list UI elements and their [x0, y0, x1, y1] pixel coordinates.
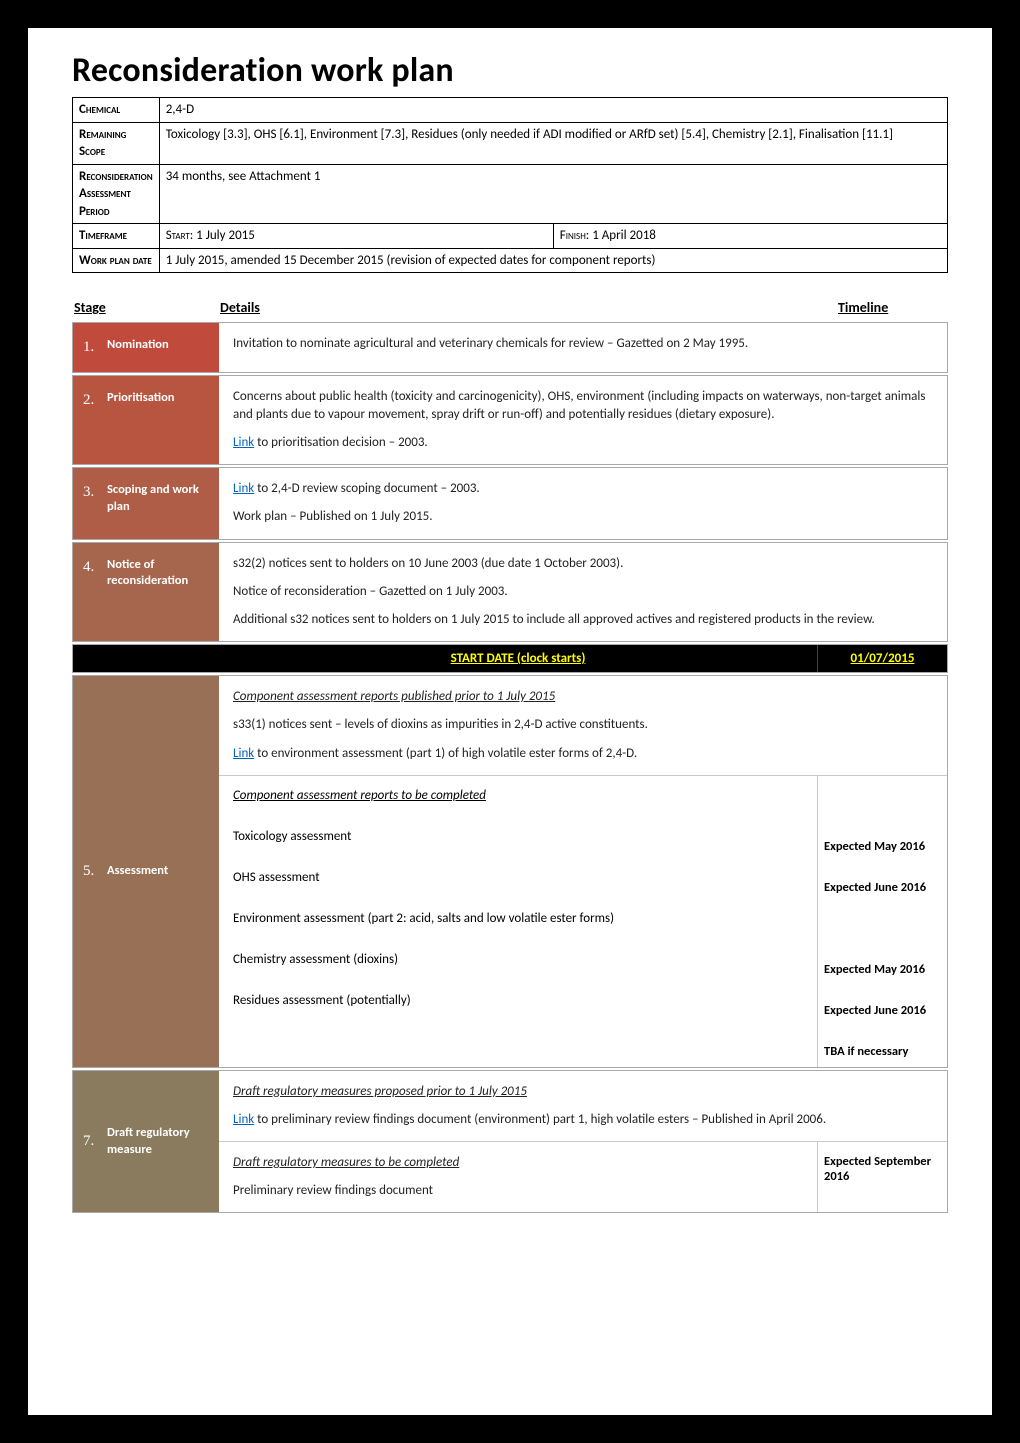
- col-details: Details: [220, 299, 838, 316]
- label-chemical: Chemical: [73, 98, 160, 123]
- stage-label-5: 5. Assessment: [73, 676, 219, 1067]
- stage-label-1: 1. Nomination: [73, 323, 219, 371]
- prelim-findings-link[interactable]: Link: [233, 1112, 254, 1127]
- stage1-details: Invitation to nominate agricultural and …: [219, 323, 947, 365]
- stage7-timeline: Expected September 2016: [817, 1142, 947, 1212]
- label-timeframe: Timeframe: [73, 224, 160, 249]
- columns-header: Stage Details Timeline: [72, 299, 948, 316]
- stage-row-1: 1. Nomination Invitation to nominate agr…: [72, 322, 948, 372]
- assess-item: Residues assessment (potentially): [219, 985, 817, 1026]
- page-frame: Reconsideration work plan Chemical 2,4-D…: [0, 0, 1020, 1443]
- assess-timeline: [817, 903, 947, 944]
- assess-item: [219, 1026, 817, 1067]
- value-start: Start: 1 July 2015: [159, 224, 553, 249]
- stage3-details: Link to 2,4-D review scoping document – …: [219, 468, 947, 538]
- value-finish: Finish: 1 April 2018: [553, 224, 947, 249]
- stage7-todo: Draft regulatory measures to be complete…: [219, 1142, 817, 1212]
- stage5-prior: Component assessment reports published p…: [219, 676, 947, 775]
- stage-label-2: 2. Prioritisation: [73, 376, 219, 465]
- stage4-details: s32(2) notices sent to holders on 10 Jun…: [219, 543, 947, 642]
- value-chemical: 2,4-D: [159, 98, 947, 123]
- value-period: 34 months, see Attachment 1: [159, 164, 947, 224]
- stage-row-2: 2. Prioritisation Concerns about public …: [72, 375, 948, 466]
- page-title: Reconsideration work plan: [72, 50, 948, 91]
- value-scope: Toxicology [3.3], OHS [6.1], Environment…: [159, 122, 947, 164]
- stage-row-3: 3. Scoping and work plan Link to 2,4-D r…: [72, 467, 948, 539]
- assess-item: Toxicology assessment: [219, 821, 817, 862]
- value-plan-date: 1 July 2015, amended 15 December 2015 (r…: [159, 248, 947, 273]
- start-date-value: 01/07/2015: [817, 645, 947, 672]
- prioritisation-link[interactable]: Link: [233, 435, 254, 450]
- col-stage: Stage: [74, 299, 220, 316]
- stage-row-4: 4. Notice of reconsideration s32(2) noti…: [72, 542, 948, 643]
- stage-row-7: 7. Draft regulatory measure Draft regula…: [72, 1070, 948, 1214]
- assess-timeline: Expected May 2016: [817, 944, 947, 985]
- col-timeline: Timeline: [838, 299, 946, 316]
- start-date-label: START DATE (clock starts): [219, 645, 817, 672]
- stage-label-7: 7. Draft regulatory measure: [73, 1071, 219, 1213]
- env-assessment-link[interactable]: Link: [233, 746, 254, 761]
- assess-item: Chemistry assessment (dioxins): [219, 944, 817, 985]
- stage-label-4: 4. Notice of reconsideration: [73, 543, 219, 642]
- info-table: Chemical 2,4-D Remaining Scope Toxicolog…: [72, 97, 948, 273]
- stage7-prior: Draft regulatory measures proposed prior…: [219, 1071, 947, 1141]
- label-scope: Remaining Scope: [73, 122, 160, 164]
- stage-label-3: 3. Scoping and work plan: [73, 468, 219, 538]
- assess-timeline: Expected May 2016: [817, 821, 947, 862]
- scoping-link[interactable]: Link: [233, 481, 254, 496]
- label-period: Reconsideration Assessment Period: [73, 164, 160, 224]
- stage5-todo: Component assessment reports to be compl…: [219, 776, 947, 1067]
- assess-timeline: Expected June 2016: [817, 862, 947, 903]
- label-plan-date: Work plan date: [73, 248, 160, 273]
- stage2-details: Concerns about public health (toxicity a…: [219, 376, 947, 465]
- assess-timeline: Expected June 2016: [817, 985, 947, 1026]
- start-date-bar: START DATE (clock starts) 01/07/2015: [72, 644, 948, 673]
- assess-timeline: TBA if necessary: [817, 1026, 947, 1067]
- assess-item: Environment assessment (part 2: acid, sa…: [219, 903, 817, 944]
- assess-item: OHS assessment: [219, 862, 817, 903]
- stage-row-5: 5. Assessment Component assessment repor…: [72, 675, 948, 1068]
